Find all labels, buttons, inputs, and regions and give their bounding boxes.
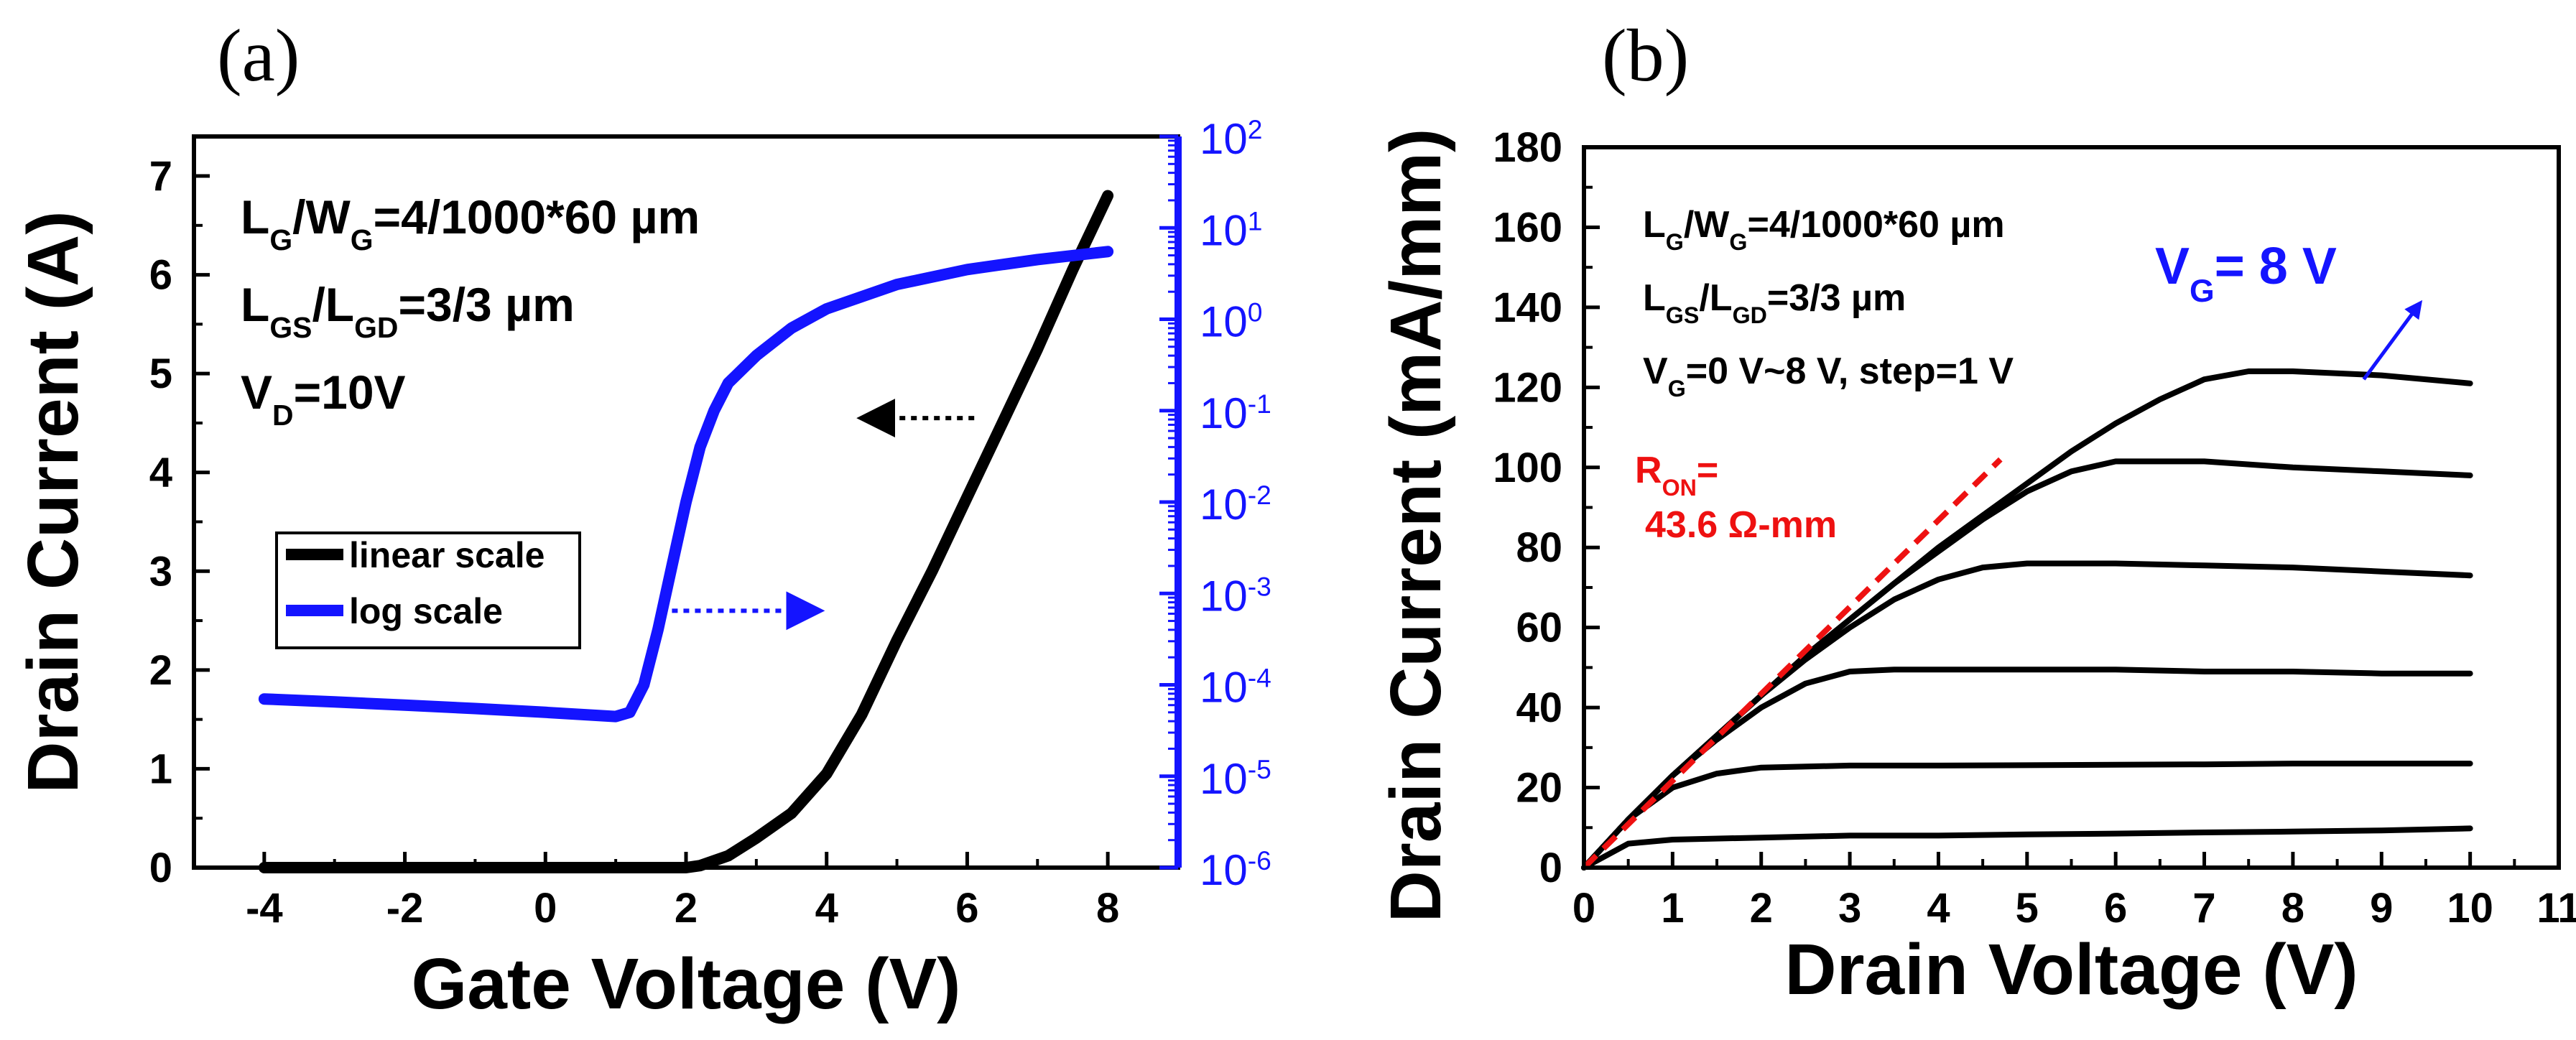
panel-b-x-tick-label: 4 <box>1927 885 1950 932</box>
panel-b-ron-fit-line <box>1582 457 2003 870</box>
panel-b-annotation-3: VG=0 V~8 V, step=1 V <box>1643 350 2014 401</box>
panel-b-x-tick-label: 6 <box>2104 885 2127 932</box>
panel-b-output-curve <box>1581 761 2473 870</box>
panel-b-y-tick-label: 20 <box>1516 765 1562 812</box>
panel-a-legend: linear scale log scale <box>275 531 581 649</box>
panel-a-label: (a) <box>217 14 300 97</box>
panel-b-y-tick-label: 120 <box>1493 364 1562 411</box>
panel-b-x-tick-label: 5 <box>2016 885 2039 932</box>
panel-a-y2-tick-label: 100 <box>1200 297 1262 346</box>
panel-a-y2-tick-label: 10-2 <box>1200 480 1271 529</box>
panel-a-legend-label: log scale <box>349 591 503 631</box>
panel-b-x-tick-label: 0 <box>1572 885 1595 932</box>
panel-a-y2-tick-label: 10-6 <box>1200 845 1271 894</box>
panel-a-y-tick-label: 2 <box>149 647 172 694</box>
panel-b-output-curve <box>1581 368 2473 870</box>
panel-b-x-tick-label: 8 <box>2281 885 2304 932</box>
panel-b-vg-label: VG= 8 V <box>2155 238 2337 309</box>
panel-b-ron-value: 43.6 Ω-mm <box>1645 504 1837 546</box>
panel-b-x-tick-label: 3 <box>1838 885 1861 932</box>
panel-b-output-curve <box>1581 560 2473 870</box>
panel-a-y-tick-label: 7 <box>149 153 172 200</box>
panel-a-y-tick-label: 5 <box>149 350 172 397</box>
panel-a-x-tick-label: 8 <box>1096 885 1119 932</box>
panel-b-annotation-1: LG/WG=4/1000*60 µm <box>1643 204 2005 255</box>
panel-a-x-tick-label: 2 <box>675 885 698 932</box>
panel-b-output-curve <box>1581 825 2473 870</box>
panel-a-y2-tick-label: 102 <box>1200 114 1262 163</box>
panel-a-x-tick-label: 6 <box>955 885 978 932</box>
panel-b-y-tick-label: 40 <box>1516 684 1562 731</box>
panel-a-y2-tick-label: 10-3 <box>1200 571 1271 620</box>
panel-b-y-tick-label: 140 <box>1493 284 1562 331</box>
panel-b-y-axis-label: Drain Current (mA/mm) <box>1376 129 1456 923</box>
panel-b-y-tick-label: 180 <box>1493 124 1562 171</box>
panel-b: (b) 0 1 2 3 4 5 6 7 8 9 10 11 0 20 40 60 80 100 120 140 160 1… <box>1376 14 2576 1010</box>
panel-a-annotation-3: VD=10V <box>241 366 406 432</box>
panel-a-x-tick-label: -4 <box>246 885 283 932</box>
panel-b-y-tick-label: 100 <box>1493 445 1562 491</box>
panel-a-annotation-1: LG/WG=4/1000*60 µm <box>241 190 700 256</box>
panel-a-x-axis-label: Gate Voltage (V) <box>412 944 961 1024</box>
panel-b-x-axis-label: Drain Voltage (V) <box>1784 929 2358 1010</box>
panel-a-series-log <box>258 246 1114 723</box>
panel-a-annotation-2: LGS/LGD=3/3 µm <box>241 278 575 344</box>
panel-a-y2-tick-label: 101 <box>1200 205 1262 254</box>
panel-a-series-linear <box>258 190 1114 873</box>
panel-a-annotations: LG/WG=4/1000*60 µm LGS/LGD=3/3 µm VD=10V <box>241 190 700 432</box>
panel-b-y-tick-label: 160 <box>1493 204 1562 251</box>
panel-b-annotation-2: LGS/LGD=3/3 µm <box>1643 277 1906 328</box>
panel-b-x-tick-label: 2 <box>1750 885 1773 932</box>
panel-a: (a) -4 -2 0 2 4 6 8 0 1 2 3 4 5 6 7 10-6 10-5 10-4 10-3 10-… <box>13 14 1271 1024</box>
panel-b-vg-arrow <box>2362 300 2423 381</box>
panel-a-y-tick-label: 4 <box>149 450 172 496</box>
panel-a-legend-label: linear scale <box>349 535 545 575</box>
panel-a-y-tick-label: 1 <box>149 746 172 792</box>
panel-a-y-tick-label: 6 <box>149 252 172 299</box>
panel-b-annotations: LG/WG=4/1000*60 µm LGS/LGD=3/3 µm VG=0 V~8… <box>1635 204 2337 546</box>
panel-b-x-tick-label: 11 <box>2536 885 2576 932</box>
panel-b-y-tick-label: 60 <box>1516 605 1562 651</box>
panel-a-y-tick-label: 3 <box>149 548 172 595</box>
panel-b-x-tick-label: 9 <box>2370 885 2393 932</box>
panel-a-x-tick-label: -2 <box>386 885 424 932</box>
panel-a-y2-tick-label: 10-4 <box>1200 663 1271 712</box>
panel-a-y-tick-label: 0 <box>149 845 172 891</box>
panel-b-y-tick-label: 0 <box>1539 845 1562 891</box>
panel-a-y2-tick-label: 10-1 <box>1200 389 1271 437</box>
panel-b-y-tick-label: 80 <box>1516 524 1562 571</box>
panel-b-x-tick-label: 10 <box>2447 885 2493 932</box>
panel-b-x-tick-label: 7 <box>2192 885 2215 932</box>
panel-b-ron-label: RON= <box>1635 450 1718 501</box>
panel-a-y2-tick-label: 10-5 <box>1200 754 1271 803</box>
panel-b-label: (b) <box>1602 14 1689 97</box>
panel-b-x-tick-label: 1 <box>1661 885 1684 932</box>
panel-a-y-axis-label: Drain Current (A) <box>13 210 93 793</box>
panel-a-x-tick-label: 4 <box>815 885 838 932</box>
panel-a-x-tick-label: 0 <box>534 885 557 932</box>
